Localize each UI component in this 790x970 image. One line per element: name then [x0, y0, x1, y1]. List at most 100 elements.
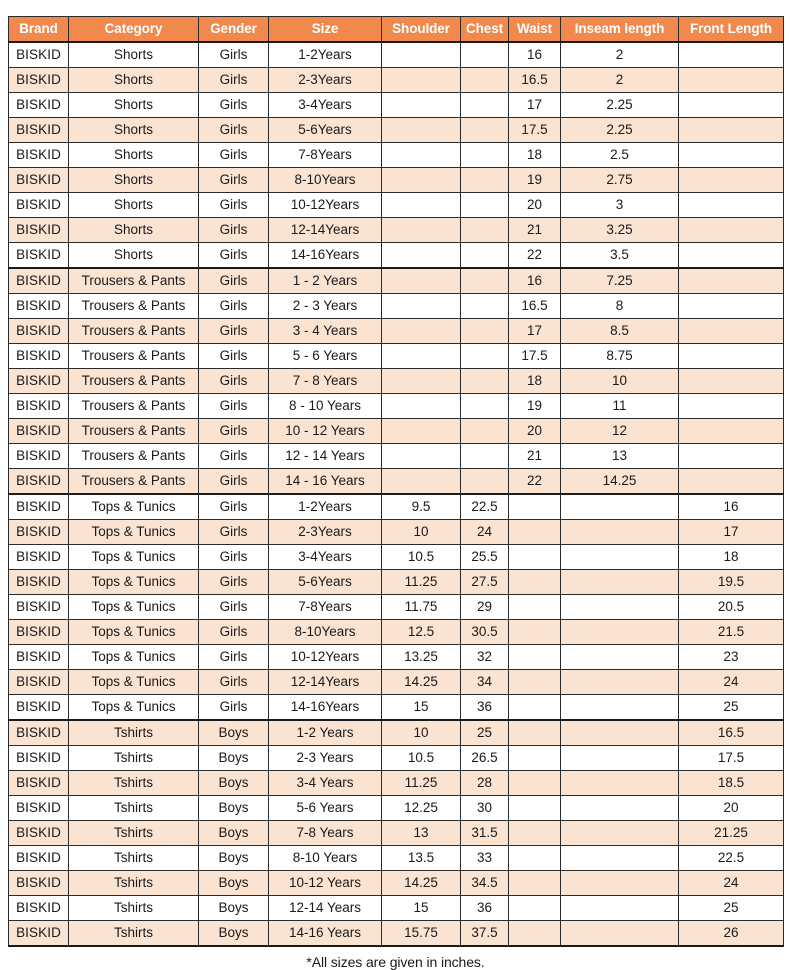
cell-gender: Girls — [198, 669, 269, 695]
cell-category: Tops & Tunics — [68, 619, 199, 645]
cell-category: Trousers & Pants — [68, 293, 199, 319]
cell-inseam — [560, 920, 679, 947]
cell-brand: BISKID — [8, 895, 69, 921]
cell-size: 14-16Years — [268, 694, 382, 721]
cell-waist — [508, 845, 561, 871]
cell-chest — [460, 418, 509, 444]
cell-inseam — [560, 619, 679, 645]
cell-inseam — [560, 544, 679, 570]
cell-inseam: 8.75 — [560, 343, 679, 369]
cell-size: 2-3Years — [268, 67, 382, 93]
cell-gender: Girls — [198, 569, 269, 595]
cell-chest: 27.5 — [460, 569, 509, 595]
cell-front — [678, 393, 784, 419]
cell-chest — [460, 92, 509, 118]
cell-size: 3-4Years — [268, 92, 382, 118]
cell-brand: BISKID — [8, 267, 69, 294]
table-row: BISKID Trousers & Pants Girls 3 - 4 Years 17… — [8, 318, 784, 344]
cell-category: Trousers & Pants — [68, 368, 199, 394]
cell-brand: BISKID — [8, 544, 69, 570]
cell-shoulder — [381, 293, 461, 319]
cell-inseam: 2.25 — [560, 92, 679, 118]
cell-front — [678, 267, 784, 294]
cell-waist — [508, 920, 561, 947]
table-row: BISKID Trousers & Pants Girls 12 - 14 Years… — [8, 443, 784, 469]
cell-front — [678, 468, 784, 495]
cell-category: Trousers & Pants — [68, 343, 199, 369]
cell-shoulder: 15 — [381, 694, 461, 721]
cell-size: 14-16Years — [268, 242, 382, 269]
cell-inseam: 2 — [560, 41, 679, 68]
cell-size: 8 - 10 Years — [268, 393, 382, 419]
cell-category: Shorts — [68, 192, 199, 218]
cell-brand: BISKID — [8, 443, 69, 469]
cell-chest: 32 — [460, 644, 509, 670]
cell-chest: 26.5 — [460, 745, 509, 771]
cell-brand: BISKID — [8, 217, 69, 243]
cell-front — [678, 368, 784, 394]
cell-chest — [460, 443, 509, 469]
table-row: BISKID Trousers & Pants Girls 8 - 10 Years 1… — [8, 393, 784, 419]
cell-front: 24 — [678, 669, 784, 695]
cell-brand: BISKID — [8, 67, 69, 93]
cell-waist — [508, 619, 561, 645]
cell-shoulder — [381, 167, 461, 193]
cell-brand: BISKID — [8, 669, 69, 695]
cell-gender: Girls — [198, 418, 269, 444]
cell-gender: Girls — [198, 368, 269, 394]
cell-gender: Boys — [198, 895, 269, 921]
cell-waist: 19 — [508, 393, 561, 419]
cell-category: Tops & Tunics — [68, 493, 199, 520]
cell-front: 23 — [678, 644, 784, 670]
cell-inseam — [560, 870, 679, 896]
cell-brand: BISKID — [8, 293, 69, 319]
cell-size: 10-12 Years — [268, 870, 382, 896]
cell-front: 20 — [678, 795, 784, 821]
cell-inseam: 3.5 — [560, 242, 679, 269]
cell-front — [678, 41, 784, 68]
cell-brand: BISKID — [8, 845, 69, 871]
cell-waist — [508, 820, 561, 846]
cell-shoulder — [381, 67, 461, 93]
cell-gender: Boys — [198, 820, 269, 846]
cell-brand: BISKID — [8, 519, 69, 545]
cell-gender: Girls — [198, 142, 269, 168]
cell-brand: BISKID — [8, 493, 69, 520]
cell-shoulder — [381, 318, 461, 344]
cell-waist: 18 — [508, 368, 561, 394]
table-row: BISKID Shorts Girls 8-10Years 19 2.75 — [8, 167, 784, 193]
cell-inseam: 3 — [560, 192, 679, 218]
cell-shoulder: 13.5 — [381, 845, 461, 871]
cell-brand: BISKID — [8, 569, 69, 595]
cell-waist — [508, 770, 561, 796]
cell-brand: BISKID — [8, 820, 69, 846]
cell-size: 7-8Years — [268, 594, 382, 620]
cell-category: Tshirts — [68, 745, 199, 771]
cell-brand: BISKID — [8, 318, 69, 344]
cell-size: 12-14Years — [268, 669, 382, 695]
cell-size: 8-10 Years — [268, 845, 382, 871]
cell-front: 21.25 — [678, 820, 784, 846]
cell-waist — [508, 544, 561, 570]
cell-inseam: 8 — [560, 293, 679, 319]
cell-size: 7-8 Years — [268, 820, 382, 846]
cell-category: Tshirts — [68, 845, 199, 871]
table-row: BISKID Tshirts Boys 5-6 Years 12.25 30 20 — [8, 795, 784, 821]
cell-front — [678, 192, 784, 218]
cell-waist — [508, 870, 561, 896]
cell-size: 1-2Years — [268, 41, 382, 68]
cell-category: Tops & Tunics — [68, 669, 199, 695]
cell-inseam: 8.5 — [560, 318, 679, 344]
cell-inseam: 7.25 — [560, 267, 679, 294]
cell-shoulder — [381, 443, 461, 469]
cell-brand: BISKID — [8, 468, 69, 495]
cell-inseam — [560, 820, 679, 846]
cell-brand: BISKID — [8, 745, 69, 771]
cell-waist — [508, 719, 561, 746]
cell-gender: Girls — [198, 594, 269, 620]
cell-shoulder — [381, 192, 461, 218]
cell-front: 21.5 — [678, 619, 784, 645]
cell-size: 2-3 Years — [268, 745, 382, 771]
cell-shoulder: 14.25 — [381, 870, 461, 896]
cell-waist: 17.5 — [508, 343, 561, 369]
